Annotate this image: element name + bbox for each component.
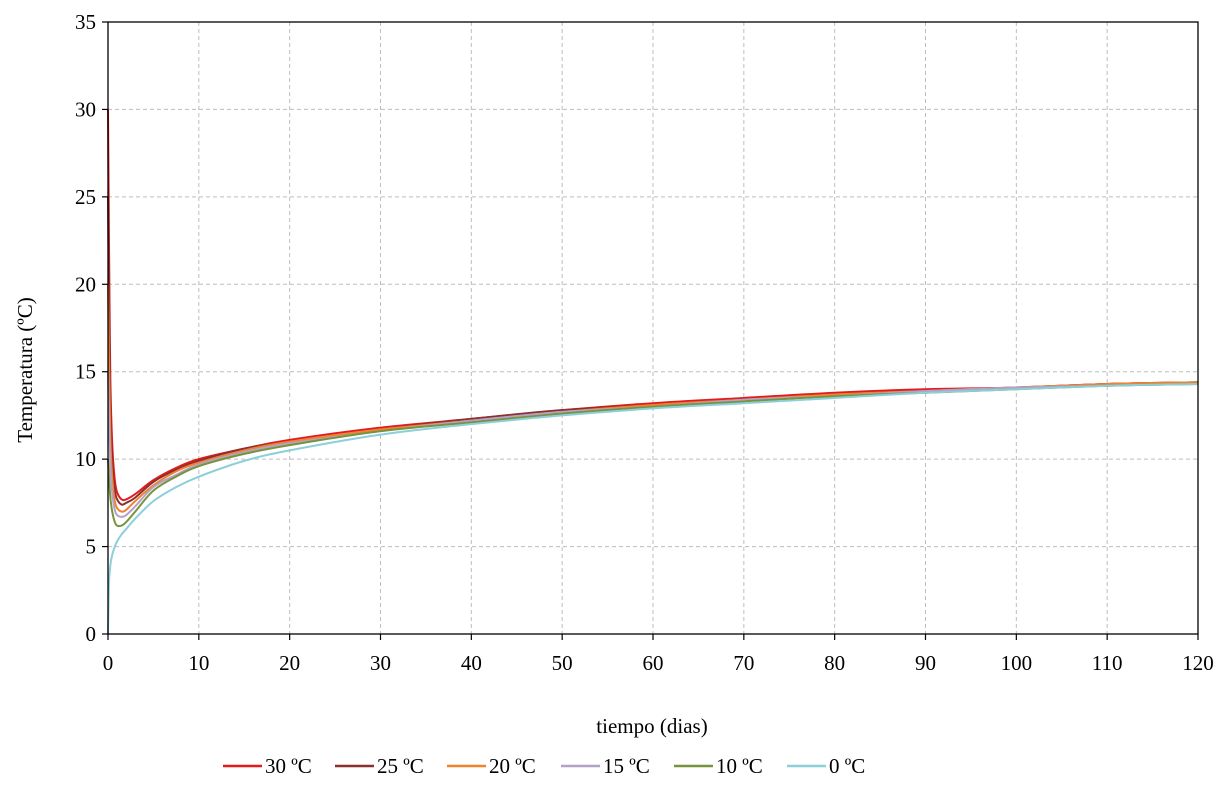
- y-tick-label: 5: [86, 535, 97, 559]
- x-tick-label: 110: [1092, 651, 1123, 675]
- x-tick-label: 80: [824, 651, 845, 675]
- legend-label: 25 ºC: [377, 754, 424, 778]
- x-tick-label: 50: [552, 651, 573, 675]
- x-axis-title: tiempo (dias): [596, 714, 707, 738]
- series-line: [107, 382, 1199, 635]
- x-tick-label: 40: [461, 651, 482, 675]
- x-tick-label: 20: [279, 651, 300, 675]
- legend-label: 10 ºC: [716, 754, 763, 778]
- y-tick-label: 0: [86, 622, 97, 646]
- y-axis-ticks: 0 5 10 15 20 25 30 35: [75, 10, 108, 646]
- x-axis-ticks: 0 10 20 30 40 50 60 70 80 90 100 110 120: [103, 634, 1214, 675]
- series-line: [107, 284, 1199, 513]
- y-tick-label: 25: [75, 185, 96, 209]
- x-tick-label: 90: [915, 651, 936, 675]
- x-tick-label: 0: [103, 651, 114, 675]
- y-tick-label: 15: [75, 360, 96, 384]
- x-tick-label: 60: [643, 651, 664, 675]
- series-line: [107, 382, 1199, 528]
- y-tick-label: 20: [75, 272, 96, 296]
- grid-lines: [108, 22, 1198, 634]
- legend-label: 20 ºC: [489, 754, 536, 778]
- x-tick-label: 30: [370, 651, 391, 675]
- x-tick-label: 10: [188, 651, 209, 675]
- y-tick-label: 10: [75, 447, 96, 471]
- x-tick-label: 70: [733, 651, 754, 675]
- x-tick-label: 120: [1182, 651, 1214, 675]
- y-tick-label: 30: [75, 97, 96, 121]
- legend-label: 30 ºC: [265, 754, 312, 778]
- y-axis-title: Temperatura (ºC): [13, 297, 37, 443]
- legend-label: 0 ºC: [829, 754, 865, 778]
- series-lines: [107, 109, 1199, 635]
- y-tick-label: 35: [75, 10, 96, 34]
- legend-label: 15 ºC: [603, 754, 650, 778]
- x-tick-label: 100: [1001, 651, 1033, 675]
- legend: 30 ºC 25 ºC 20 ºC 15 ºC 10 ºC 0 ºC: [223, 754, 865, 778]
